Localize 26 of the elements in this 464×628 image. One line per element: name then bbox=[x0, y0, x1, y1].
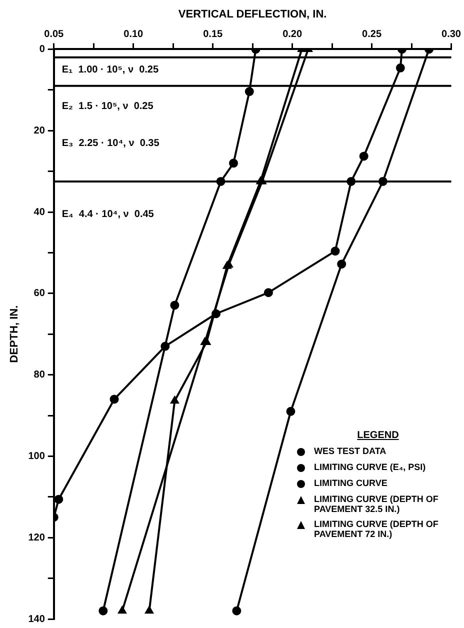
legend-label: WES TEST DATA bbox=[314, 446, 386, 456]
y-tick-label: 0 bbox=[39, 44, 46, 55]
y-tick-label: 140 bbox=[28, 614, 46, 625]
legend-label: LIMITING CURVE (E₄, PSI) bbox=[314, 462, 426, 472]
x-tick-label: 0.30 bbox=[442, 28, 462, 40]
y-axis-title: DEPTH, IN. bbox=[8, 305, 21, 363]
annotation: E₂ 1.5 · 10⁵, ν 0.25 bbox=[62, 100, 154, 112]
legend-label: LIMITING CURVE (DEPTH OF PAVEMENT 32.5 IN.) bbox=[314, 494, 440, 514]
x-tick-label: 0.20 bbox=[282, 28, 302, 40]
x-tick-label: 0.10 bbox=[124, 28, 144, 40]
y-tick-label: 100 bbox=[28, 450, 46, 462]
annotation: E₃ 2.25 · 10⁴, ν 0.35 bbox=[62, 138, 160, 149]
legend-label: LIMITING CURVE (DEPTH OF PAVEMENT 72 IN.) bbox=[314, 519, 440, 539]
legend-title: LEGEND bbox=[356, 430, 400, 441]
x-tick-label: 0.25 bbox=[362, 28, 382, 40]
x-axis-title: VERTICAL DEFLECTION, IN. bbox=[178, 8, 327, 21]
x-tick-label: 0.05 bbox=[44, 28, 64, 40]
annotation: E₄ 4.4 · 10⁴, ν 0.45 bbox=[62, 209, 154, 220]
y-tick-label: 40 bbox=[34, 206, 46, 218]
annotation: E₁ 1.00 · 10⁵, ν 0.25 bbox=[62, 64, 159, 76]
y-tick-label: 120 bbox=[28, 532, 46, 544]
x-tick-label: 0.15 bbox=[203, 28, 224, 40]
y-tick-label: 20 bbox=[34, 125, 46, 136]
y-tick-label: 80 bbox=[34, 370, 46, 381]
y-tick-label: 60 bbox=[34, 288, 46, 300]
legend-label: LIMITING CURVE bbox=[314, 478, 388, 488]
